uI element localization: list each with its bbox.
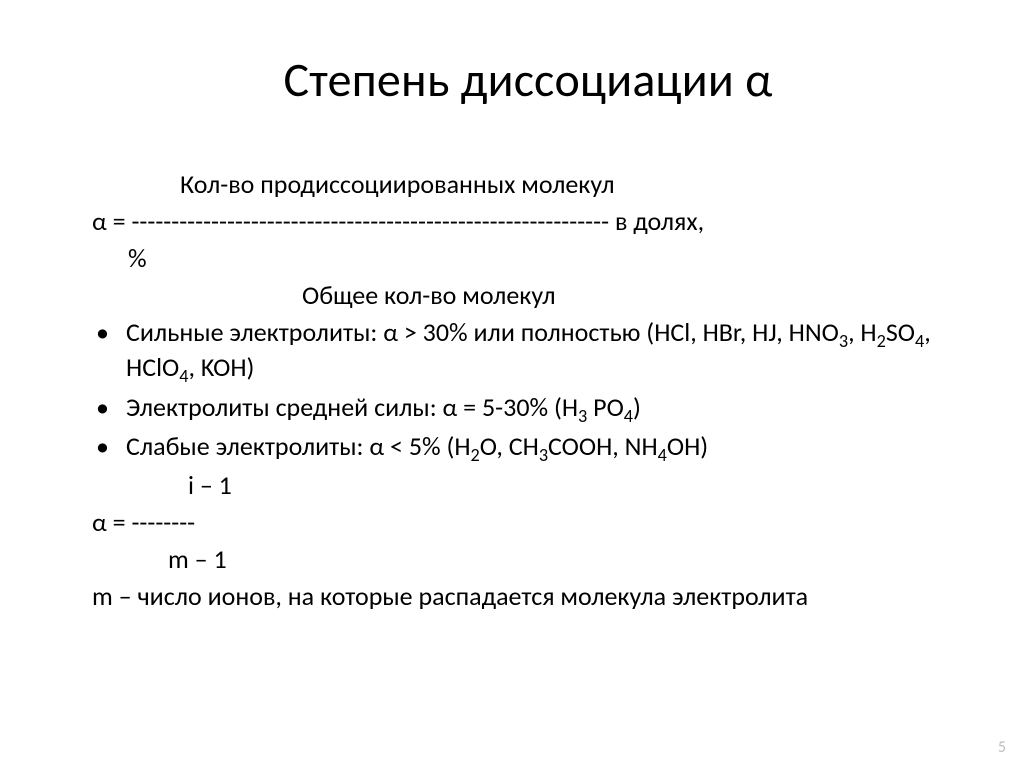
sub: 4 (915, 331, 924, 353)
sub: 2 (877, 331, 886, 353)
bullet-weak-electrolytes: Слабые электролиты: α < 5% (H2O, CH3COOH… (92, 429, 964, 464)
bullet-strong-electrolytes: Сильные электролиты: α > 30% или полност… (92, 315, 964, 385)
text: SO (886, 316, 915, 348)
sub: 2 (471, 444, 480, 466)
text: COOH, NH (548, 430, 658, 462)
bullet-list: Сильные электролиты: α > 30% или полност… (92, 315, 964, 463)
text: Слабые электролиты: α < 5% (H (126, 430, 471, 462)
formula2-denominator: m – 1 (92, 542, 964, 577)
sub: 3 (839, 331, 848, 353)
slide-number: 5 (998, 738, 1006, 757)
formula-numerator: Кол-во продиссоциированных молекул (92, 167, 964, 202)
formula2-numerator: i – 1 (92, 468, 964, 503)
text: OH) (667, 430, 708, 462)
sub: 3 (578, 405, 587, 427)
text: , H (848, 316, 877, 348)
text: ) (633, 391, 641, 423)
text: O, CH (480, 430, 539, 462)
slide-body: Кол-во продиссоциированных молекул α = -… (92, 167, 964, 614)
slide-title: Степень диссоциации α (92, 50, 964, 109)
text: PO (587, 391, 624, 423)
fraction-prefix: α = ------------------------------------… (92, 205, 609, 237)
slide: Степень диссоциации α Кол-во продиссоции… (0, 0, 1024, 767)
formula-denominator: Общее кол-во молекул (92, 278, 964, 313)
footnote: m – число ионов, на которые распадается … (92, 579, 964, 614)
bullet-medium-electrolytes: Электролиты средней силы: α = 5-30% (H3 … (92, 390, 964, 425)
sub: 3 (539, 444, 548, 466)
sub: 4 (624, 405, 633, 427)
fraction-suffix: в долях, (609, 205, 704, 237)
text: , KOH) (188, 351, 254, 383)
text: Сильные электролиты: α > 30% или полност… (126, 316, 839, 348)
formula-fraction-line: α = ------------------------------------… (92, 204, 964, 239)
formula2-alpha-line: α = -------- (92, 505, 964, 540)
sub: 4 (658, 444, 667, 466)
text: Электролиты средней силы: α = 5-30% (H (126, 391, 578, 423)
formula-percent: % (92, 241, 964, 276)
